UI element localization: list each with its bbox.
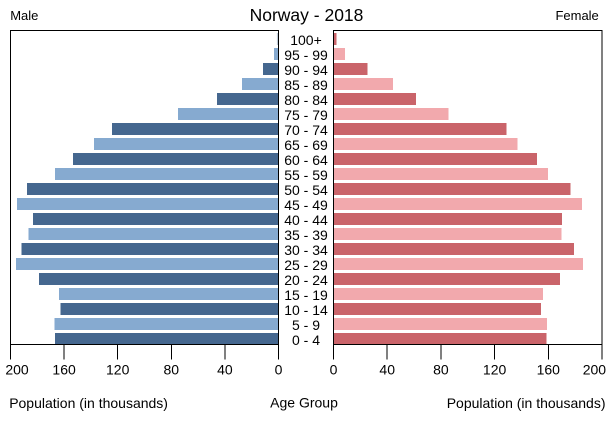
svg-text:Norway - 2018: Norway - 2018 <box>250 5 364 25</box>
svg-text:0: 0 <box>275 362 283 378</box>
svg-text:95 - 99: 95 - 99 <box>284 47 328 63</box>
svg-text:0: 0 <box>330 362 338 378</box>
svg-text:15 - 19: 15 - 19 <box>284 287 328 303</box>
svg-text:85 - 89: 85 - 89 <box>284 77 328 93</box>
svg-text:160: 160 <box>537 362 561 378</box>
svg-text:40: 40 <box>379 362 395 378</box>
svg-text:25 - 29: 25 - 29 <box>284 257 328 273</box>
svg-text:70 - 74: 70 - 74 <box>284 122 328 138</box>
svg-text:40: 40 <box>217 362 233 378</box>
svg-text:20 - 24: 20 - 24 <box>284 272 328 288</box>
svg-text:90 - 94: 90 - 94 <box>284 62 328 78</box>
svg-text:Male: Male <box>10 8 38 23</box>
svg-text:Female: Female <box>555 8 598 23</box>
svg-text:50 - 54: 50 - 54 <box>284 182 328 198</box>
svg-text:80: 80 <box>164 362 180 378</box>
svg-text:Population (in thousands): Population (in thousands) <box>447 395 606 411</box>
svg-text:200: 200 <box>5 362 29 378</box>
svg-text:5 - 9: 5 - 9 <box>292 317 320 333</box>
svg-text:Age Group: Age Group <box>270 395 338 411</box>
svg-text:80: 80 <box>433 362 449 378</box>
svg-text:75 - 79: 75 - 79 <box>284 107 328 123</box>
svg-text:30 - 34: 30 - 34 <box>284 242 328 258</box>
svg-text:40 - 44: 40 - 44 <box>284 212 328 228</box>
svg-text:55 - 59: 55 - 59 <box>284 167 328 183</box>
svg-text:100+: 100+ <box>290 32 322 48</box>
svg-text:10 - 14: 10 - 14 <box>284 302 328 318</box>
svg-text:80 - 84: 80 - 84 <box>284 92 328 108</box>
svg-text:35 - 39: 35 - 39 <box>284 227 328 243</box>
svg-text:60 - 64: 60 - 64 <box>284 152 328 168</box>
svg-text:120: 120 <box>106 362 130 378</box>
svg-text:120: 120 <box>483 362 507 378</box>
svg-text:65 - 69: 65 - 69 <box>284 137 328 153</box>
svg-text:160: 160 <box>52 362 76 378</box>
svg-text:45 - 49: 45 - 49 <box>284 197 328 213</box>
svg-text:Population (in thousands): Population (in thousands) <box>9 395 168 411</box>
svg-text:0 - 4: 0 - 4 <box>292 332 320 348</box>
svg-text:200: 200 <box>583 362 607 378</box>
